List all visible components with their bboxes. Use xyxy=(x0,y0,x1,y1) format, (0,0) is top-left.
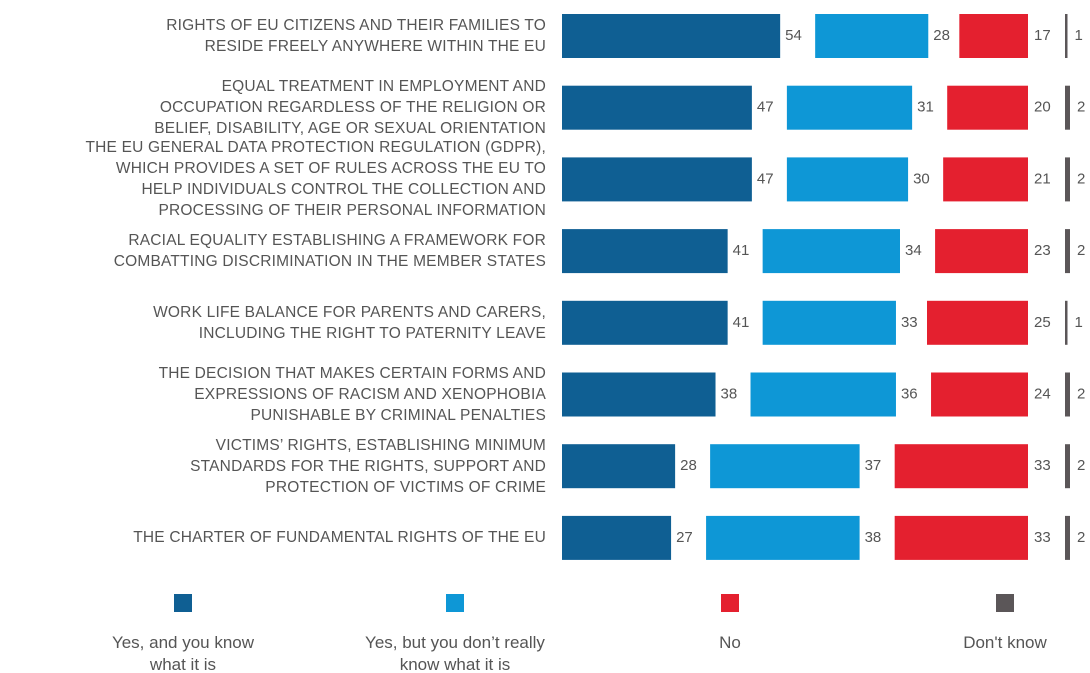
bar xyxy=(815,14,929,58)
legend-label: Yes, and you know what it is xyxy=(111,633,255,673)
value-label: 34 xyxy=(905,242,922,259)
bar xyxy=(562,372,716,417)
value-label: 17 xyxy=(1034,27,1051,44)
value-label: 2 xyxy=(1077,529,1085,546)
value-label: 31 xyxy=(917,99,934,116)
category-label: THE DECISION THAT MAKES CERTAIN FORMS AN… xyxy=(158,365,546,424)
legend-label: No xyxy=(719,633,741,652)
bar xyxy=(894,515,1028,560)
value-label: 1 xyxy=(1075,27,1083,44)
legend-swatch xyxy=(174,594,192,612)
bar xyxy=(1065,515,1070,560)
value-label: 41 xyxy=(733,314,750,331)
value-label: 28 xyxy=(933,27,950,44)
category-label: THE CHARTER OF FUNDAMENTAL RIGHTS OF THE… xyxy=(133,529,546,547)
bar xyxy=(959,14,1028,58)
bar xyxy=(1065,157,1070,202)
value-label: 2 xyxy=(1077,457,1085,474)
bar xyxy=(762,229,900,274)
legend-swatch xyxy=(446,594,464,612)
bar xyxy=(1065,444,1070,489)
value-label: 38 xyxy=(865,529,882,546)
value-label: 2 xyxy=(1077,242,1085,259)
value-label: 37 xyxy=(865,457,882,474)
bar xyxy=(1065,14,1068,58)
legend-label: Don't know xyxy=(963,633,1047,652)
bar xyxy=(931,372,1028,417)
bar xyxy=(927,300,1028,345)
bar xyxy=(943,157,1028,202)
bar xyxy=(562,300,728,345)
bar xyxy=(562,14,781,58)
value-label: 2 xyxy=(1077,170,1085,187)
value-label: 41 xyxy=(733,242,750,259)
value-label: 36 xyxy=(901,385,918,402)
value-label: 47 xyxy=(757,99,774,116)
bar xyxy=(786,85,913,130)
value-label: 21 xyxy=(1034,170,1051,187)
bar xyxy=(894,444,1028,489)
category-label: EQUAL TREATMENT IN EMPLOYMENT AND OCCUPA… xyxy=(154,78,546,138)
value-label: 30 xyxy=(913,170,930,187)
bar xyxy=(947,85,1028,130)
value-label: 33 xyxy=(1034,457,1051,474)
value-label: 38 xyxy=(721,385,738,402)
legend-label: Yes, but you don’t really know what it i… xyxy=(365,633,545,673)
value-label: 2 xyxy=(1077,99,1085,116)
bar xyxy=(562,444,676,489)
bar xyxy=(750,372,896,417)
value-label: 47 xyxy=(757,170,774,187)
bar xyxy=(1065,300,1068,345)
bar xyxy=(786,157,909,202)
value-label: 54 xyxy=(785,27,802,44)
value-label: 2 xyxy=(1077,385,1085,402)
bar xyxy=(1065,372,1070,417)
bar xyxy=(562,85,752,130)
category-label: RIGHTS OF EU CITIZENS AND THEIR FAMILIES… xyxy=(166,17,546,55)
value-label: 1 xyxy=(1075,314,1083,331)
value-label: 33 xyxy=(901,314,918,331)
category-label: RACIAL EQUALITY ESTABLISHING A FRAMEWORK… xyxy=(113,232,546,271)
category-label: WORK LIFE BALANCE FOR PARENTS AND CARERS… xyxy=(153,303,546,342)
bar xyxy=(562,157,752,202)
bar xyxy=(562,229,728,274)
category-label: THE EU GENERAL DATA PROTECTION REGULATIO… xyxy=(85,139,546,220)
legend-swatch xyxy=(721,594,739,612)
value-label: 23 xyxy=(1034,242,1051,259)
value-label: 27 xyxy=(676,529,693,546)
bar xyxy=(710,444,860,489)
bar xyxy=(706,515,860,560)
value-label: 24 xyxy=(1034,385,1051,402)
legend-swatch xyxy=(996,594,1014,612)
bar xyxy=(935,229,1028,274)
value-label: 20 xyxy=(1034,99,1051,116)
category-label: VICTIMS’ RIGHTS, ESTABLISHING MINIMUM ST… xyxy=(190,436,546,496)
bar xyxy=(562,515,672,560)
value-label: 28 xyxy=(680,457,697,474)
value-label: 25 xyxy=(1034,314,1051,331)
bar xyxy=(1065,85,1070,130)
value-label: 33 xyxy=(1034,529,1051,546)
bar xyxy=(1065,229,1070,274)
bar xyxy=(762,300,896,345)
